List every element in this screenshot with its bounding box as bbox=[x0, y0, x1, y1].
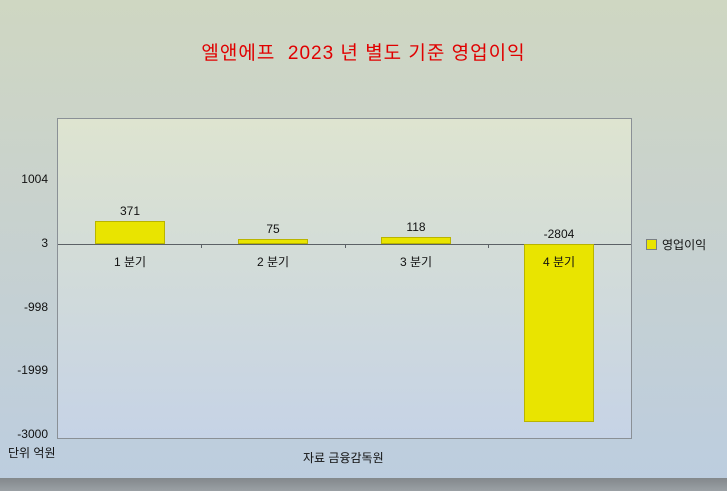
legend: 영업이익 bbox=[646, 236, 706, 253]
bottom-strip bbox=[0, 478, 727, 491]
unit-note: 단위 억원 bbox=[8, 446, 56, 460]
y-tick-label: -3000 bbox=[17, 427, 48, 441]
category-label: 2 분기 bbox=[256, 255, 290, 269]
value-label: -2804 bbox=[543, 227, 575, 241]
category-label: 1 분기 bbox=[113, 255, 147, 269]
category-label: 3 분기 bbox=[399, 255, 433, 269]
x-axis-line bbox=[58, 244, 631, 245]
legend-swatch-icon bbox=[646, 239, 657, 250]
value-label: 371 bbox=[119, 204, 141, 218]
category-label: 4 분기 bbox=[542, 255, 576, 269]
axis-tick bbox=[345, 244, 346, 248]
value-label: 118 bbox=[406, 220, 426, 234]
source-note: 자료 금융감독원 bbox=[303, 451, 384, 465]
axis-tick bbox=[201, 244, 202, 248]
y-tick-label: -998 bbox=[23, 300, 48, 314]
bar bbox=[381, 237, 451, 244]
y-tick-label: 3 bbox=[41, 236, 48, 250]
legend-label: 영업이익 bbox=[662, 238, 707, 252]
value-label: 75 bbox=[266, 222, 280, 236]
chart-title: 엘앤에프 2023 년 별도 기준 영업이익 bbox=[201, 43, 526, 64]
axis-tick bbox=[488, 244, 489, 248]
y-tick-label: 1004 bbox=[21, 172, 48, 186]
plot-area: 371 1 분기 75 2 분기 118 3 분기 -2804 4 분기 bbox=[57, 118, 632, 439]
bar bbox=[238, 239, 308, 244]
bar bbox=[95, 221, 165, 244]
bar bbox=[524, 244, 594, 422]
y-tick-label: -1999 bbox=[17, 363, 48, 377]
